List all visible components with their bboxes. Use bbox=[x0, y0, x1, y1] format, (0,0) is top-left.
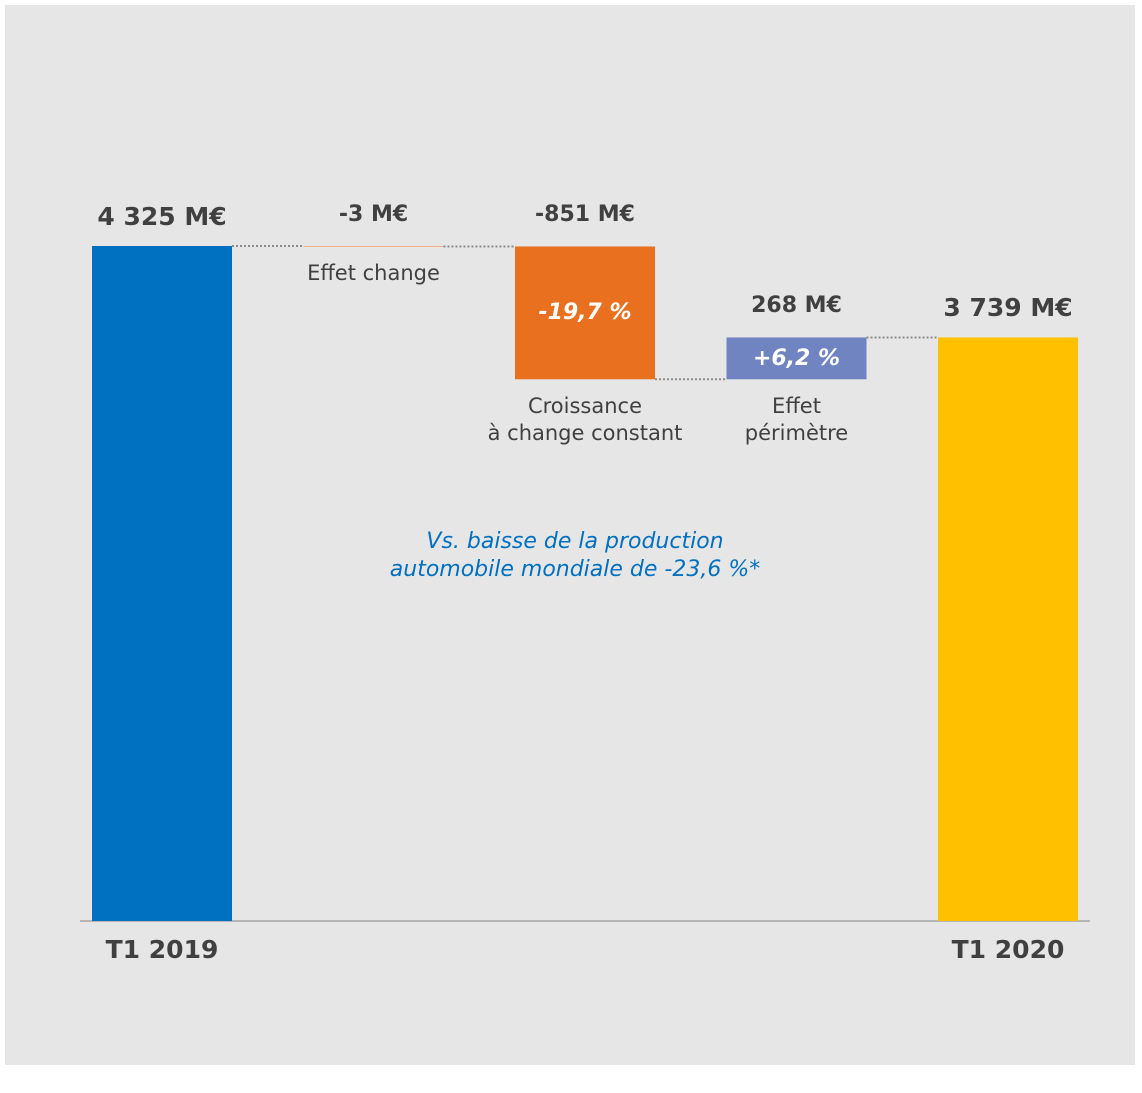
bar bbox=[726, 337, 867, 380]
value-label: -851 M€ bbox=[535, 202, 635, 228]
bar bbox=[92, 246, 232, 921]
bar bbox=[515, 246, 655, 380]
value-label: 3 739 M€ bbox=[943, 293, 1073, 323]
note: Vs. baisse de la production automobile m… bbox=[389, 529, 761, 582]
x-label: T1 2020 bbox=[951, 935, 1065, 964]
bar-annotation: -19,7 % bbox=[538, 300, 632, 326]
x-label: T1 2019 bbox=[105, 935, 219, 964]
bar bbox=[938, 337, 1078, 921]
value-label: -3 M€ bbox=[338, 202, 409, 227]
bar-annotation: +6,2 % bbox=[752, 345, 841, 371]
category-label: Effet change bbox=[307, 261, 440, 286]
category-label: Effet périmètre bbox=[744, 394, 849, 446]
value-label: 268 M€ bbox=[751, 293, 842, 319]
bar bbox=[303, 246, 444, 247]
value-label: 4 325 M€ bbox=[97, 202, 227, 231]
category-label: Croissance à change constant bbox=[487, 394, 683, 446]
